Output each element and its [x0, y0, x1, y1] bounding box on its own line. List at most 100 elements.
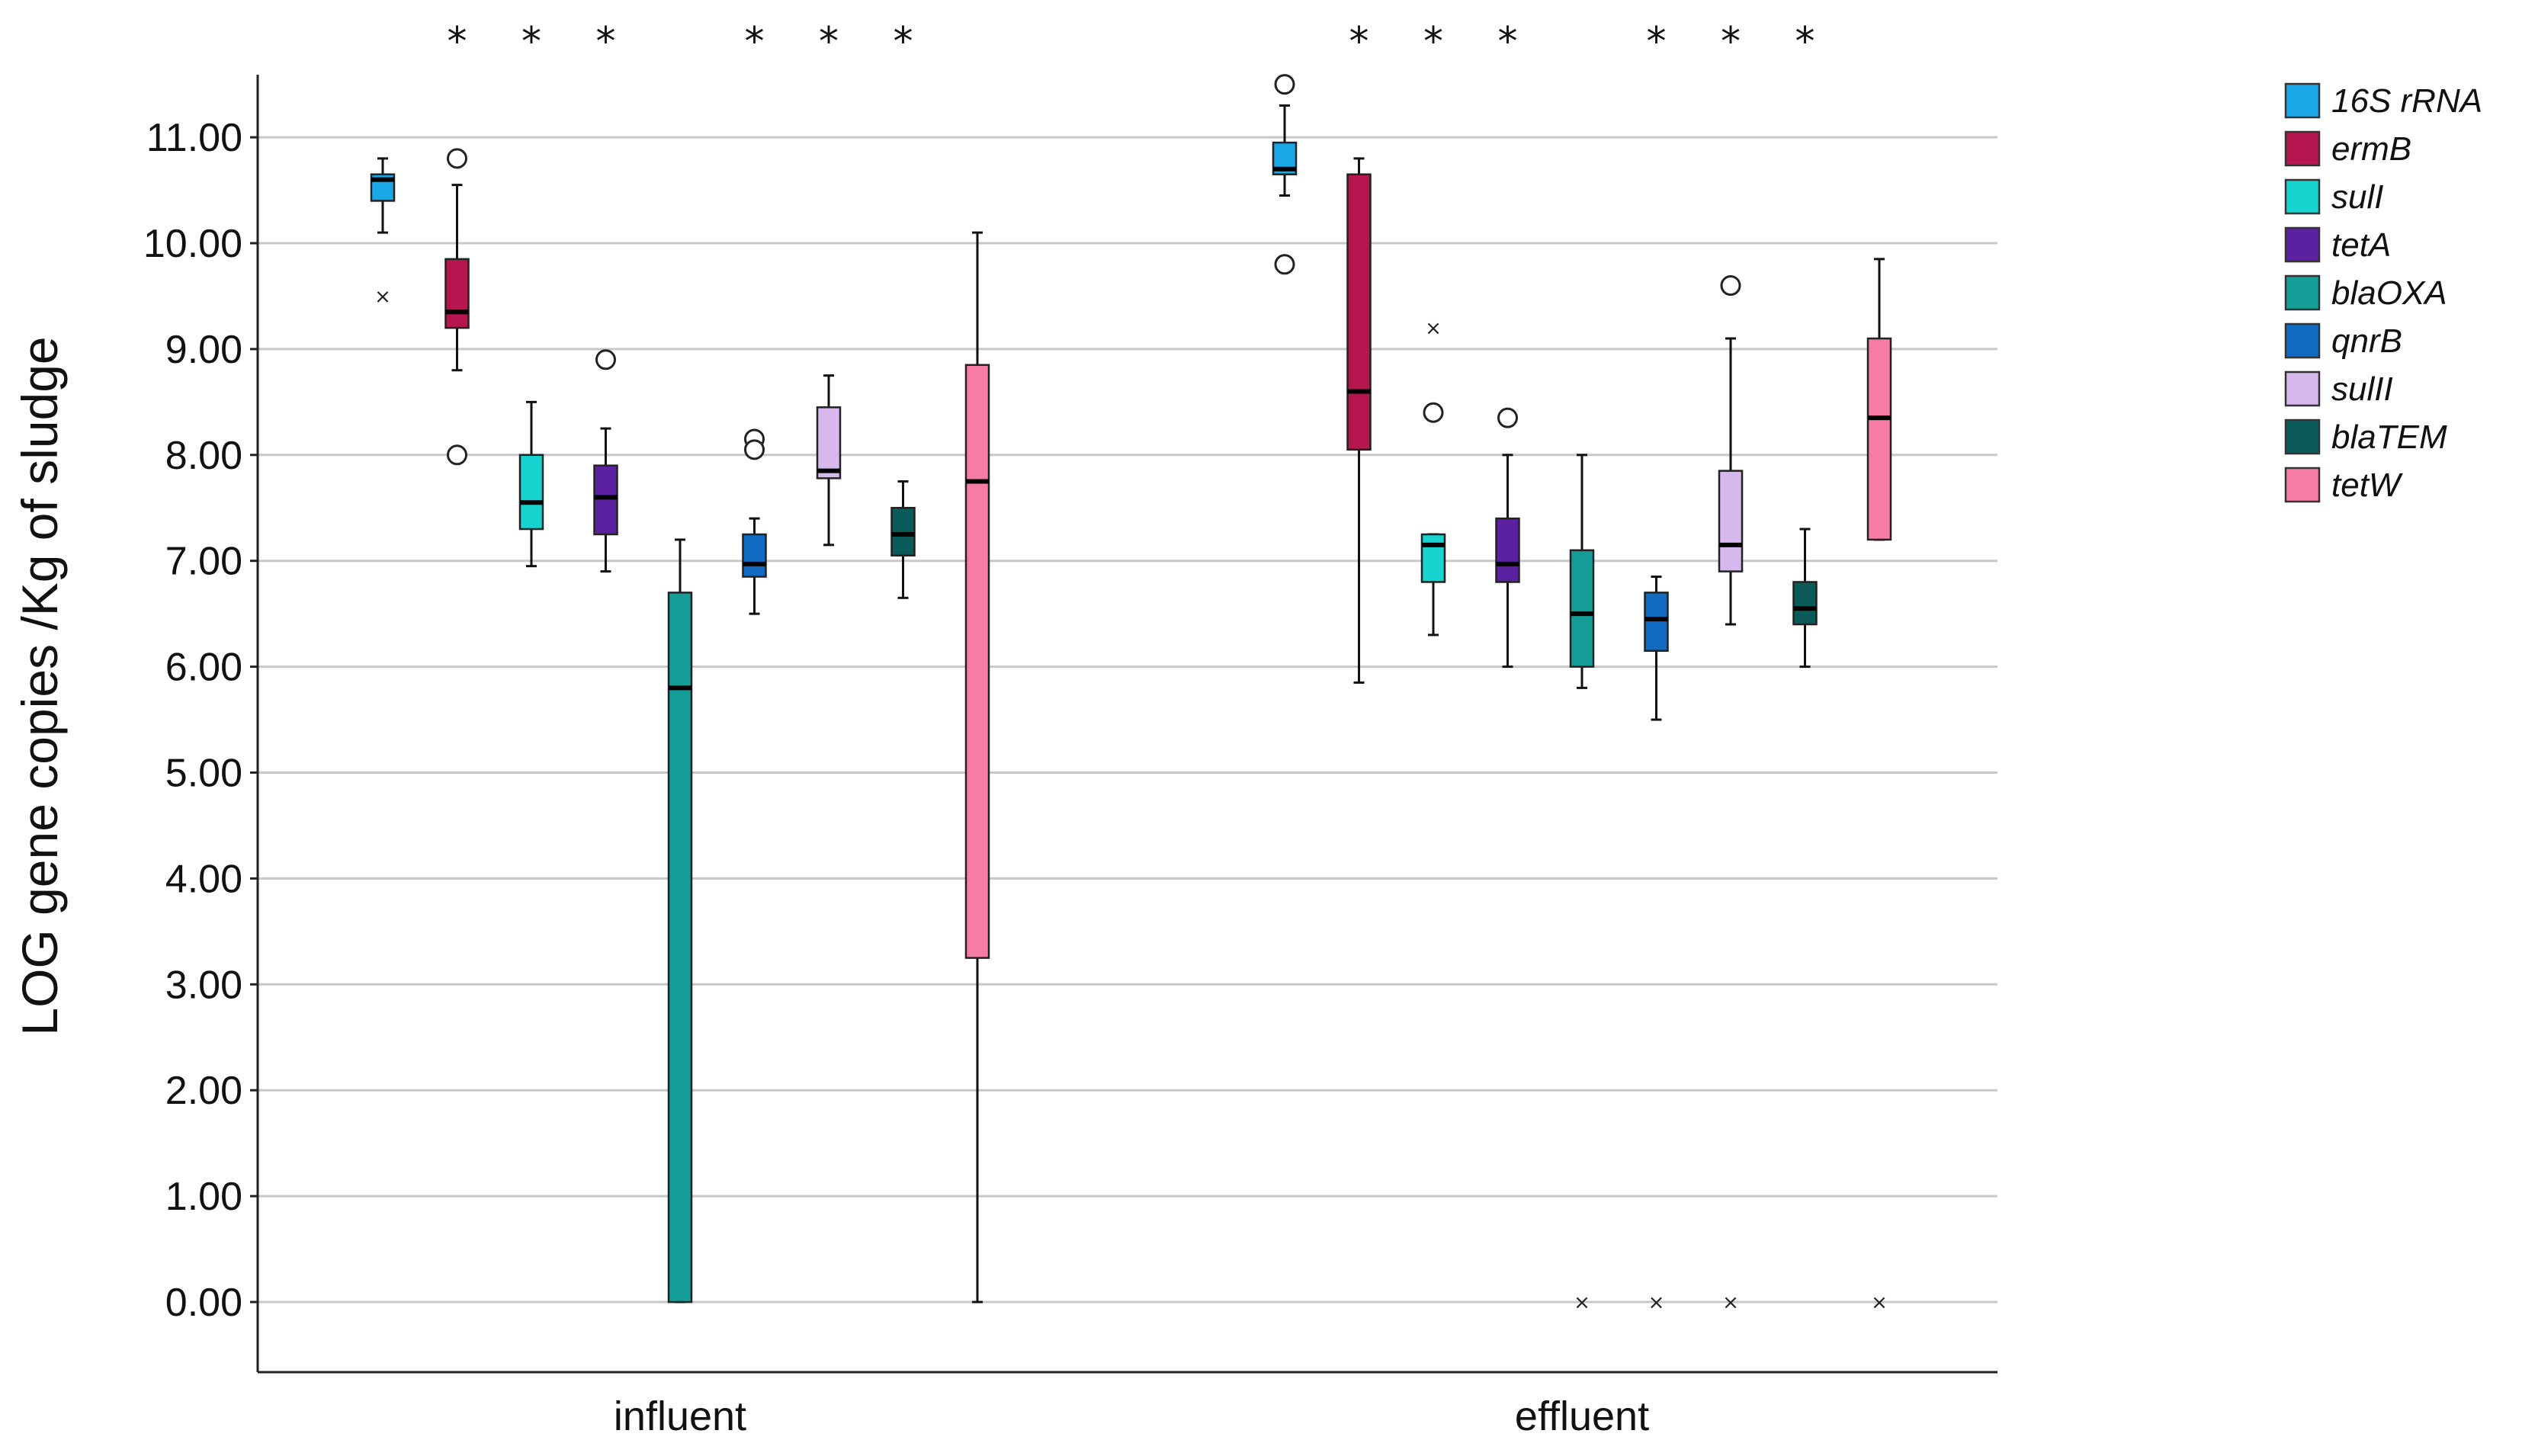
outlier-circle: [1274, 254, 1295, 275]
y-tick-label: 1.00: [165, 1175, 242, 1219]
box-body: [1569, 549, 1595, 668]
box-body: [1346, 173, 1372, 451]
box-body: [890, 507, 916, 557]
y-tick-label: 2.00: [165, 1069, 242, 1113]
box-body: [667, 592, 693, 1304]
legend-label: tetW: [2331, 467, 2403, 504]
box-sulI: ×: [1420, 317, 1446, 637]
outlier-cross: ×: [1574, 1291, 1590, 1314]
outlier-cross: ×: [1648, 1291, 1665, 1314]
box-body: [1718, 470, 1744, 572]
y-tick-label: 9.00: [165, 328, 242, 372]
outlier-circle: [595, 349, 616, 370]
box-16S-rRNA: [1272, 74, 1298, 275]
legend-item: tetW: [2284, 467, 2403, 504]
box-blaOXA: ×: [1569, 454, 1595, 1314]
legend-item: sulI: [2284, 178, 2383, 216]
legend-item: ermB: [2284, 130, 2411, 168]
outlier-circle: [447, 148, 467, 169]
legend-swatch: [2284, 467, 2321, 503]
category-labels: influent effluent: [614, 1393, 1649, 1439]
box-tetW: ×: [1866, 258, 1892, 1314]
legend-label: 16S rRNA: [2331, 82, 2482, 120]
legend-label: sulI: [2331, 178, 2383, 216]
significance-star: *: [1349, 19, 1369, 65]
axes: [256, 75, 1997, 1374]
box-sulI: [518, 400, 544, 568]
legend-item: tetA: [2284, 226, 2391, 264]
gridlines: [250, 136, 1997, 1304]
significance-star: *: [1647, 19, 1667, 65]
box-body: [742, 533, 767, 578]
outlier-circle: [1497, 407, 1518, 428]
significance-star: *: [521, 19, 541, 65]
box-qnrB: ×: [1644, 576, 1669, 1314]
legend-label: qnrB: [2331, 322, 2402, 360]
box-ermB: [1346, 157, 1372, 684]
category-label: influent: [614, 1393, 746, 1439]
outlier-cross: ×: [374, 285, 391, 308]
box-sulII: [816, 374, 842, 547]
box-ermB: [444, 148, 470, 466]
box-body: [816, 406, 842, 479]
legend-item: 16S rRNA: [2284, 82, 2482, 120]
legend-label: blaOXA: [2331, 274, 2447, 312]
significance-star: *: [448, 19, 467, 65]
outlier-circle: [447, 444, 467, 466]
box-qnrB: [742, 428, 767, 615]
category-label: effluent: [1515, 1393, 1649, 1439]
y-tick-labels: 0.00 1.00 2.00 3.00 4.00 5.00 6.00 7.00 8.00 9.00…: [143, 116, 242, 1325]
legend-swatch: [2284, 370, 2321, 407]
legend-label: tetA: [2331, 226, 2391, 264]
y-tick-label: 0.00: [165, 1281, 242, 1325]
box-body: [964, 364, 990, 959]
legend-item: blaOXA: [2284, 274, 2447, 312]
outlier-circle: [1274, 74, 1295, 95]
box-body: [444, 258, 470, 329]
box-plots: × × × × × ×: [370, 74, 1892, 1314]
box-body: [1792, 581, 1818, 626]
legend-swatch: [2284, 178, 2321, 215]
legend-swatch: [2284, 226, 2321, 263]
legend-swatch: [2284, 274, 2321, 311]
significance-star: *: [596, 19, 616, 65]
box-sulII: ×: [1718, 275, 1744, 1314]
box-body: [1644, 592, 1669, 653]
significance-stars: * * * * * * * * * * * *: [448, 19, 1815, 65]
box-body: [593, 464, 618, 536]
outlier-cross: ×: [1425, 317, 1442, 340]
box-tetA: [593, 349, 618, 573]
y-tick-label: 11.00: [146, 116, 242, 160]
y-tick-label: 5.00: [165, 752, 242, 796]
legend-label: ermB: [2331, 130, 2411, 168]
y-tick-label: 6.00: [165, 646, 242, 690]
box-blaTEM: [1792, 528, 1818, 669]
significance-star: *: [1721, 19, 1741, 65]
legend-swatch: [2284, 322, 2321, 359]
legend-swatch: [2284, 130, 2321, 167]
box-tetA: [1495, 407, 1520, 669]
significance-star: *: [819, 19, 839, 65]
significance-star: *: [894, 19, 913, 65]
y-axis-title: LOG gene copies /Kg of sludge: [11, 336, 68, 1035]
box-body: [1495, 517, 1520, 583]
outlier-cross: ×: [1871, 1291, 1888, 1314]
legend-item: blaTEM: [2284, 419, 2447, 456]
box-blaOXA: [667, 538, 693, 1304]
box-blaTEM: [890, 480, 916, 599]
outlier-circle: [744, 439, 765, 460]
y-tick-label: 7.00: [165, 540, 242, 584]
significance-star: *: [1423, 19, 1443, 65]
legend-swatch: [2284, 419, 2321, 455]
box-body: [518, 454, 544, 531]
significance-star: *: [1795, 19, 1815, 65]
significance-star: *: [745, 19, 765, 65]
outlier-cross: ×: [1722, 1291, 1739, 1314]
legend-item: sulII: [2284, 370, 2393, 408]
box-16S-rRNA: ×: [370, 157, 396, 308]
legend: 16S rRNA ermB sulI tetA blaOXA qnrB sulII blaTE…: [2284, 82, 2482, 504]
outlier-circle: [1423, 402, 1444, 423]
legend-item: qnrB: [2284, 322, 2402, 360]
legend-swatch: [2284, 82, 2321, 119]
